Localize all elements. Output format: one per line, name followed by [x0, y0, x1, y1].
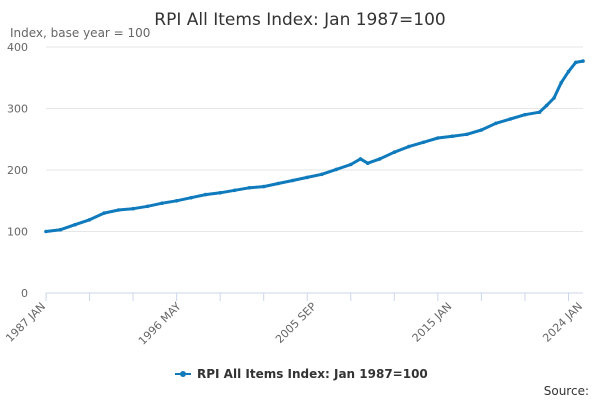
data-point	[494, 121, 498, 126]
data-point	[334, 167, 339, 172]
data-point	[44, 229, 48, 234]
x-tick-labels: 1987 JAN 1996 MAY 2005 SEP 2015 JAN 2024 JAN	[3, 300, 585, 348]
legend-dot-marker	[180, 371, 186, 377]
data-point	[358, 157, 363, 161]
x-tick-label: 2015 JAN	[410, 300, 455, 345]
data-point	[450, 134, 455, 138]
y-gridlines	[46, 46, 583, 232]
data-point	[290, 178, 295, 183]
source-label: Source:	[544, 384, 589, 398]
data-point	[559, 80, 563, 85]
x-tick-label: 2005 SEP	[273, 300, 319, 346]
data-point	[247, 186, 251, 190]
legend[interactable]: RPI All Items Index: Jan 1987=100	[175, 367, 428, 381]
chart-title: RPI All Items Index: Jan 1987=100	[154, 10, 445, 30]
y-tick-label: 100	[7, 226, 28, 239]
series-layer	[44, 59, 585, 234]
data-point	[320, 172, 324, 177]
data-point	[203, 192, 208, 197]
data-point	[73, 222, 77, 227]
series-line	[44, 59, 585, 233]
data-point	[349, 162, 353, 167]
data-point	[87, 218, 92, 222]
data-point	[160, 201, 164, 205]
x-tick-label: 1987 JAN	[3, 300, 48, 345]
data-point	[378, 157, 382, 161]
data-point	[537, 110, 542, 114]
data-point	[58, 227, 63, 232]
y-tick-label: 200	[7, 164, 28, 177]
legend-label[interactable]: RPI All Items Index: Jan 1987=100	[197, 367, 428, 381]
data-point	[479, 128, 484, 132]
data-point	[573, 60, 578, 65]
y-tick-label: 0	[21, 287, 28, 300]
data-point	[261, 184, 266, 189]
data-point	[392, 150, 397, 154]
x-tick-label: 2024 JAN	[540, 300, 585, 345]
data-point	[116, 208, 121, 212]
data-point	[508, 117, 513, 121]
data-point	[174, 199, 179, 203]
data-point	[365, 161, 370, 165]
data-point	[305, 175, 310, 180]
data-point	[436, 136, 440, 140]
data-point	[232, 188, 237, 193]
data-point	[465, 132, 469, 137]
x-axis	[45, 292, 583, 301]
data-point	[544, 103, 549, 108]
data-point	[131, 206, 135, 211]
y-tick-label: 300	[7, 103, 28, 116]
data-point	[523, 112, 527, 117]
data-point	[566, 69, 571, 74]
x-tick-label: 1996 MAY	[136, 300, 184, 348]
data-point	[276, 181, 281, 186]
data-point	[189, 195, 193, 200]
data-point	[102, 211, 106, 215]
data-point	[581, 59, 585, 63]
y-tick-label: 400	[7, 41, 28, 54]
data-point	[407, 144, 411, 149]
data-point	[552, 96, 556, 100]
data-point	[145, 204, 150, 209]
y-tick-labels: 0 100 200 300 400	[7, 41, 28, 300]
y-axis-label: Index, base year = 100	[10, 26, 150, 40]
data-point	[218, 191, 222, 195]
data-point	[421, 140, 426, 145]
